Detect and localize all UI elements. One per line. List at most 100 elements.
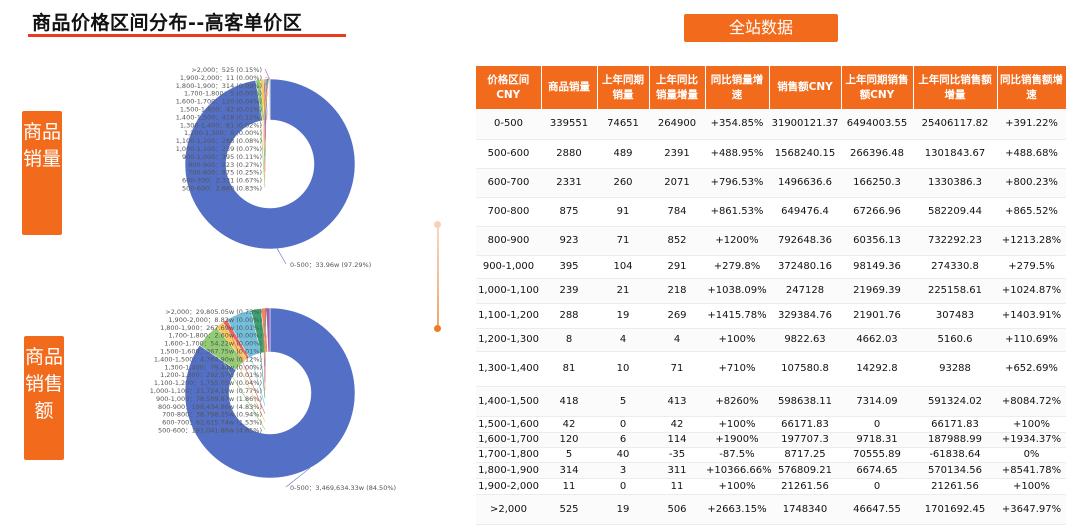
table-cell: 11 <box>649 478 705 494</box>
table-cell: 0-500 <box>476 109 541 139</box>
table-cell: 8717.25 <box>769 447 841 462</box>
slice-label: 0-500：3,469,634.33w (84.50%) <box>290 484 396 492</box>
table-cell: 1,900-2,000 <box>476 478 541 494</box>
table-cell: 21901.76 <box>841 303 913 328</box>
site-data-badge: 全站数据 <box>684 14 838 42</box>
table-cell: 21 <box>597 278 649 303</box>
table-cell: 98149.36 <box>841 255 913 278</box>
slice-label: 1,700-1,800：5 (0.00%) <box>184 90 262 98</box>
table-cell: 314 <box>541 462 597 478</box>
label-leader-line <box>277 249 286 264</box>
table-cell: 67266.96 <box>841 197 913 226</box>
table-cell: +488.68% <box>997 139 1066 168</box>
table-cell: 2071 <box>649 168 705 197</box>
table-cell: -61838.64 <box>913 447 997 462</box>
slice-label: 800-900：923 (0.27%) <box>188 161 262 169</box>
table-cell: 266396.48 <box>841 139 913 168</box>
timeline-dot-top <box>434 221 441 228</box>
table-cell: +100% <box>997 478 1066 494</box>
table-cell: +279.8% <box>705 255 769 278</box>
table-cell: 525 <box>541 494 597 524</box>
table-cell: 6 <box>597 432 649 447</box>
table-cell: +865.52% <box>997 197 1066 226</box>
table-cell: +652.69% <box>997 351 1066 386</box>
table-cell: 649476.4 <box>769 197 841 226</box>
table-cell: 3 <box>597 462 649 478</box>
table-cell: 66171.83 <box>913 416 997 432</box>
table-header-cell: 商品销量 <box>541 66 597 109</box>
table-cell: 5160.6 <box>913 328 997 351</box>
table-cell: 14292.8 <box>841 351 913 386</box>
table-cell: 107580.8 <box>769 351 841 386</box>
slice-label: 1,000-1,100：31,724.19w (0.77%) <box>150 387 262 395</box>
table-cell: 247128 <box>769 278 841 303</box>
table-cell: +796.53% <box>705 168 769 197</box>
table-cell: 40 <box>597 447 649 462</box>
table-cell: +279.5% <box>997 255 1066 278</box>
table-cell: 0 <box>841 478 913 494</box>
table-cell: 19 <box>597 303 649 328</box>
table-cell: 71 <box>597 226 649 255</box>
slice-label: 1,500-1,600：42 (0.01%) <box>180 106 262 114</box>
slice-label: 1,200-1,300：292.57w (0.01%) <box>160 371 262 379</box>
slice-label: 1,700-1,800：2.60w (0.00%) <box>168 332 262 340</box>
table-cell: 413 <box>649 386 705 416</box>
table-cell: 1,400-1,500 <box>476 386 541 416</box>
table-cell: +110.69% <box>997 328 1066 351</box>
slice-label: 1,200-1,300：8 (0.00%) <box>184 129 262 137</box>
table-cell: -87.5% <box>705 447 769 462</box>
slice-label: 1,300-1,400：79.44w (0.00%) <box>164 363 262 371</box>
table-cell: 591324.02 <box>913 386 997 416</box>
slice-label: 1,600-1,700：54.22w (0.00%) <box>164 340 262 348</box>
table-cell: 42 <box>649 416 705 432</box>
table-header-cell: 同比销量增速 <box>705 66 769 109</box>
donut-slice <box>269 79 270 120</box>
table-cell: +8541.78% <box>997 462 1066 478</box>
table-cell: 1330386.3 <box>913 168 997 197</box>
table-cell: 4 <box>649 328 705 351</box>
table-cell: 1496636.6 <box>769 168 841 197</box>
table-cell: 1301843.67 <box>913 139 997 168</box>
table-cell: 2391 <box>649 139 705 168</box>
table-cell: 21261.56 <box>913 478 997 494</box>
table-cell: 852 <box>649 226 705 255</box>
table-cell: 197707.3 <box>769 432 841 447</box>
table-cell: 60356.13 <box>841 226 913 255</box>
table-cell: 1568240.15 <box>769 139 841 168</box>
table-cell: 1,000-1,100 <box>476 278 541 303</box>
slice-label: 900-1,000：78,509.87w (1.86%) <box>156 395 262 403</box>
table-cell: 2331 <box>541 168 597 197</box>
table-cell: 6494003.55 <box>841 109 913 139</box>
table-cell: +354.85% <box>705 109 769 139</box>
table-cell: +100% <box>997 416 1066 432</box>
table-cell: 166250.3 <box>841 168 913 197</box>
table-cell: 372480.16 <box>769 255 841 278</box>
table-cell: +488.95% <box>705 139 769 168</box>
table-cell: 70555.89 <box>841 447 913 462</box>
table-cell: 923 <box>541 226 597 255</box>
table-header-cell: 上年同比销售额增量 <box>913 66 997 109</box>
table-cell: 71 <box>649 351 705 386</box>
table-cell: 187988.99 <box>913 432 997 447</box>
table-cell: +1934.37% <box>997 432 1066 447</box>
table-cell: 31900121.37 <box>769 109 841 139</box>
table-cell: 288 <box>541 303 597 328</box>
table-header-cell: 销售额CNY <box>769 66 841 109</box>
table-cell: 260 <box>597 168 649 197</box>
sales-amount-donut-chart: 0-500：3,469,634.33w (84.50%)500-600：191,… <box>0 305 440 503</box>
table-cell: 264900 <box>649 109 705 139</box>
table-cell: 570134.56 <box>913 462 997 478</box>
slice-label: 1,400-1,500：418 (0.12%) <box>176 113 262 121</box>
table-cell: 582209.44 <box>913 197 997 226</box>
table-cell: +710% <box>705 351 769 386</box>
